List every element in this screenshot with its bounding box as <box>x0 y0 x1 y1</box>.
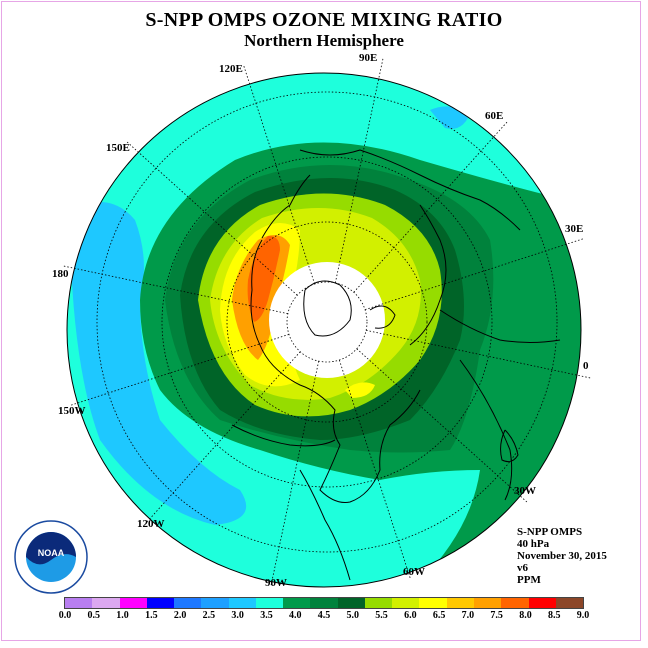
info-pressure: 40 hPa <box>517 538 550 550</box>
lon-label-150e: 150E <box>106 142 130 154</box>
coast-arctic-islands <box>303 280 352 337</box>
coast-island <box>500 429 519 463</box>
ozone-field <box>67 73 581 587</box>
graticule <box>62 57 592 587</box>
field-light-blue-north <box>430 106 468 129</box>
field-yellow-spot <box>345 382 375 398</box>
colorbar-swatch <box>473 598 502 608</box>
colorbar-tick-label: 0.0 <box>58 610 72 621</box>
colorbar-swatch <box>364 598 393 608</box>
colorbar-tick-label: 3.0 <box>231 610 244 621</box>
colorbar-tick-label: 1.5 <box>145 610 158 621</box>
coast-asia-north <box>299 149 521 231</box>
coast-europe <box>409 204 447 346</box>
colorbar-swatch <box>65 598 93 608</box>
colorbar-swatch <box>392 598 420 608</box>
info-instrument: S-NPP OMPS <box>517 526 583 538</box>
figure-title: S-NPP OMPS OZONE MIXING RATIO <box>145 9 503 31</box>
colorbar-swatch <box>92 598 120 608</box>
info-units: PPM <box>517 574 541 586</box>
field-light-blue-west <box>70 202 247 525</box>
colorbar-swatch <box>146 598 175 608</box>
colorbar-swatch <box>119 598 147 608</box>
lon-label-90w: 90W <box>265 577 287 589</box>
figure-subtitle: Northern Hemisphere <box>244 31 404 50</box>
colorbar-tick-label: 7.5 <box>490 610 503 621</box>
lon-label-120e: 120E <box>219 63 243 75</box>
colorbar-swatch <box>555 598 584 608</box>
colorbar-tick-label: 6.0 <box>404 610 417 621</box>
lon-label-120w: 120W <box>137 518 165 530</box>
lon-label-150w: 150W <box>58 405 86 417</box>
info-block: S-NPP OMPS 40 hPa November 30, 2015 v6 P… <box>517 526 607 586</box>
colorbar-tick-label: 8.5 <box>547 610 561 621</box>
colorbar-tick-label: 4.0 <box>288 610 302 621</box>
lon-label-60e: 60E <box>485 110 504 122</box>
lon-label-0: 0 <box>583 360 589 372</box>
logo-bird-icon <box>26 532 76 565</box>
lon-label-90e: 90E <box>359 52 378 64</box>
colorbar-swatch <box>201 598 229 608</box>
colorbar-swatch <box>337 598 365 608</box>
colorbar-swatch <box>255 598 284 608</box>
info-date: November 30, 2015 <box>517 550 607 562</box>
info-version: v6 <box>517 562 528 574</box>
colorbar-tick-label: 3.5 <box>260 610 273 621</box>
map-boundary <box>66 72 582 588</box>
noaa-logo: NOAA <box>14 520 88 594</box>
colorbar-tick-label: 2.0 <box>173 610 187 621</box>
lon-label-60w: 60W <box>403 566 425 578</box>
colorbar-tick-label: 4.5 <box>317 610 331 621</box>
coast-north-america-south <box>231 424 336 447</box>
latitude-circle <box>96 91 558 553</box>
coast-eurasia-west <box>439 309 561 343</box>
latitude-circle <box>286 281 368 363</box>
coast-central-america <box>299 469 351 581</box>
colorbar-tick-label: 2.5 <box>202 610 216 621</box>
colorbar-swatch <box>174 598 202 608</box>
colorbar-tick-label: 9.0 <box>576 610 590 621</box>
colorbar-tick-label: 6.5 <box>432 610 446 621</box>
coastlines <box>231 149 561 581</box>
colorbar-swatch <box>419 598 447 608</box>
colorbar-tick-label: 0.5 <box>87 610 101 621</box>
colorbar-tick-label: 5.5 <box>375 610 388 621</box>
colorbar-tick-label: 7.0 <box>461 610 475 621</box>
colorbar-tick-label: 8.0 <box>519 610 532 621</box>
coast-greenland <box>369 305 396 329</box>
colorbar-swatch <box>528 598 556 608</box>
coast-north-america <box>250 239 421 503</box>
latitude-circle <box>161 156 493 488</box>
latitude-circle <box>226 221 428 423</box>
logo-text: NOAA <box>38 548 65 558</box>
coast-africa-north <box>459 359 513 501</box>
colorbar-tick-label: 1.0 <box>116 610 129 621</box>
lon-label-30w: 30W <box>514 485 536 497</box>
lon-label-30e: 30E <box>565 223 584 235</box>
figure-frame <box>1 1 641 641</box>
coast-asia-east <box>261 174 311 239</box>
colorbar-swatch <box>446 598 474 608</box>
missing-data-polar-hole <box>269 262 385 378</box>
colorbar-swatch <box>310 598 338 608</box>
colorbar-swatch <box>283 598 311 608</box>
lon-label-180: 180 <box>52 268 69 280</box>
colorbar-swatch <box>228 598 256 608</box>
colorbar <box>64 597 584 609</box>
colorbar-swatch <box>501 598 529 608</box>
colorbar-tick-label: 5.0 <box>346 610 360 621</box>
